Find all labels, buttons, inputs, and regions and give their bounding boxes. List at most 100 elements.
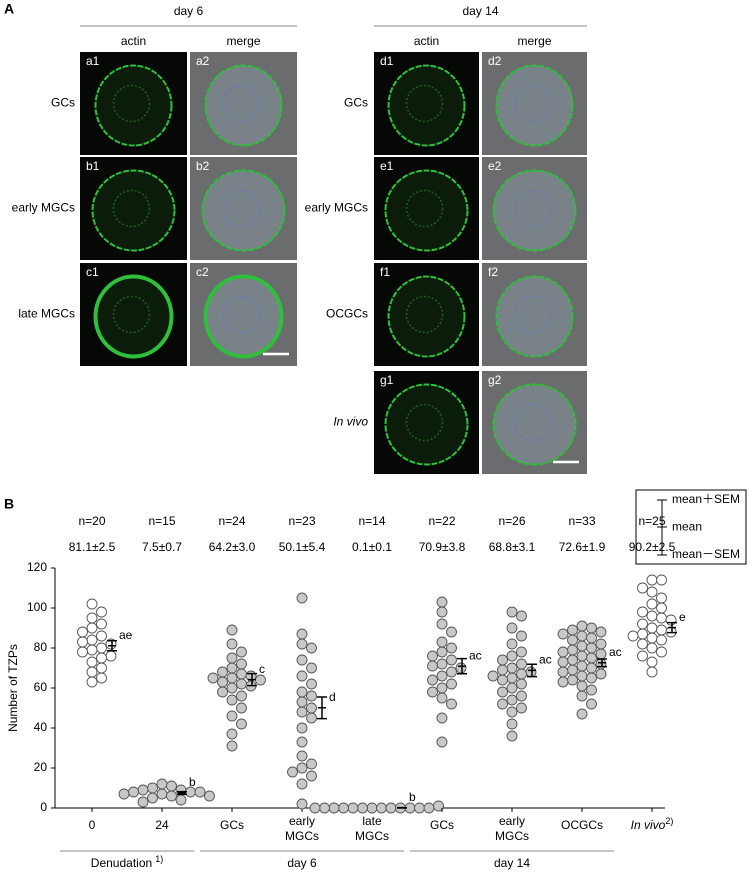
data-point (627, 630, 639, 642)
data-point (296, 628, 308, 640)
x-tick-label-text: early (499, 814, 525, 828)
data-point (506, 606, 518, 618)
error-bar (247, 672, 257, 687)
data-point (446, 626, 457, 638)
data-point (557, 666, 569, 678)
data-point (414, 802, 425, 814)
data-point (516, 646, 527, 658)
y-axis-label: Number of TZPs (6, 644, 20, 732)
error-bar (177, 790, 187, 796)
data-point (86, 598, 98, 610)
data-point (595, 626, 607, 638)
data-point (506, 706, 518, 718)
x-tick-label-text: 0 (89, 818, 96, 832)
data-point (595, 638, 607, 650)
data-point (497, 674, 508, 686)
data-point (497, 698, 508, 710)
cell-outline (492, 169, 577, 252)
data-point (86, 622, 98, 634)
significance-letter: ac (539, 653, 552, 667)
legend-box (635, 489, 747, 565)
data-point (128, 786, 139, 798)
cell-outline (94, 64, 173, 147)
data-point (497, 686, 508, 698)
data-point (446, 698, 457, 710)
summary-label: 68.8±3.1 (489, 540, 536, 554)
data-point (506, 638, 518, 650)
column-header: merge (517, 34, 551, 48)
data-point (595, 658, 607, 670)
panel-id: d2 (488, 54, 502, 68)
data-point (646, 586, 658, 598)
data-point (436, 596, 448, 608)
data-point (236, 668, 247, 680)
footnote-mark: 1) (155, 854, 163, 864)
x-tick-label: 24 (155, 818, 169, 832)
data-point (506, 672, 518, 684)
nucleus (222, 189, 261, 228)
data-point (427, 660, 438, 672)
row-label: GCs (344, 96, 368, 110)
data-point (436, 636, 448, 648)
data-point (306, 690, 317, 702)
data-point (96, 618, 107, 630)
data-point (586, 672, 597, 684)
data-point (586, 622, 597, 634)
micrograph (374, 263, 479, 366)
data-point (436, 618, 448, 630)
data-point (586, 698, 597, 710)
cell-outline (201, 169, 286, 252)
x-tick-label: GCs (430, 818, 454, 832)
micrograph (190, 52, 297, 155)
cell-outline (91, 169, 176, 252)
data-point (656, 612, 667, 624)
data-point (436, 712, 448, 724)
data-point (226, 638, 238, 650)
cell-outline (387, 275, 466, 358)
group-label-text: Denudation (91, 856, 152, 870)
data-point (306, 678, 317, 690)
x-tick-label: In vivo2) (631, 816, 674, 832)
data-point (516, 702, 527, 714)
data-point (217, 686, 228, 698)
data-point (96, 672, 107, 684)
data-point (236, 646, 247, 658)
significance-letter: c (259, 662, 265, 676)
data-point (86, 612, 98, 624)
data-point (497, 664, 508, 676)
x-tick-label: late (362, 814, 382, 828)
data-point (516, 668, 527, 680)
cell-outline (387, 64, 466, 147)
data-point (557, 676, 569, 688)
significance-letter: ac (469, 648, 482, 662)
panel-label: A (4, 1, 14, 17)
data-point (656, 592, 667, 604)
group-label: day 14 (494, 856, 530, 870)
data-point (427, 674, 438, 686)
data-point (637, 650, 648, 662)
data-point (306, 662, 317, 674)
data-point (96, 642, 107, 654)
data-point (86, 656, 98, 668)
y-tick-label: 0 (40, 800, 47, 814)
data-point (306, 702, 317, 714)
data-point (646, 642, 658, 654)
y-tick-label: 120 (27, 560, 47, 574)
n-label: n=22 (428, 514, 455, 528)
nucleus (222, 295, 261, 334)
data-point (586, 642, 597, 654)
footnote-mark: 2) (665, 816, 673, 826)
data-point (586, 662, 597, 674)
data-point (309, 802, 321, 814)
cell-outline (384, 169, 469, 252)
data-point (656, 574, 667, 586)
data-point (436, 670, 448, 682)
data-point (576, 690, 588, 702)
x-tick-label: early (289, 814, 315, 828)
cell-outline (93, 274, 174, 359)
row-label: OCGCs (326, 307, 368, 321)
cell-outline (203, 274, 284, 359)
nucleus (405, 403, 444, 442)
micrograph (190, 157, 297, 260)
y-tick-label: 100 (27, 600, 47, 614)
